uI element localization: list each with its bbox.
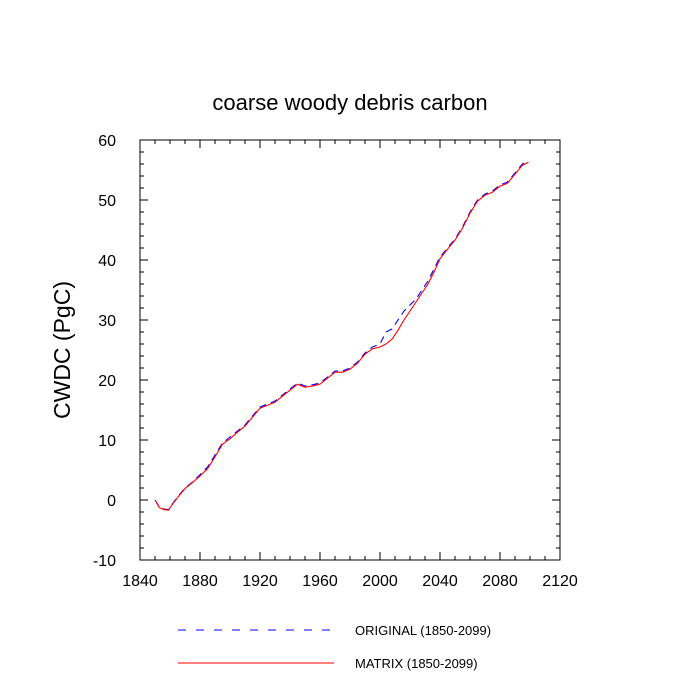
y-tick-label: 30 — [98, 313, 116, 330]
x-tick-label: 2080 — [482, 573, 518, 590]
series-line-matrix-1850-2099 — [154, 161, 529, 511]
series-line-original-1850-2099 — [154, 160, 529, 511]
x-tick-label: 2000 — [362, 573, 398, 590]
x-tick-label: 1960 — [302, 573, 338, 590]
x-tick-label: 1920 — [242, 573, 278, 590]
y-axis-label: CWDC (PgC) — [49, 281, 75, 419]
y-tick-label: 20 — [98, 373, 116, 390]
axis-ticks: 1840 1880 1920 1960 2000 2040 2080 2120-1001020… — [93, 133, 578, 590]
y-tick-label: 50 — [98, 193, 116, 210]
legend: ORIGINAL (1850-2099) MATRIX (1850-2099) — [178, 623, 491, 671]
y-tick-label: -10 — [93, 553, 116, 570]
chart-title: coarse woody debris carbon — [212, 90, 487, 115]
series-group — [154, 160, 529, 511]
y-tick-label: 10 — [98, 433, 116, 450]
y-tick-label: 40 — [98, 253, 116, 270]
x-tick-label: 2120 — [542, 573, 578, 590]
y-tick-label: 60 — [98, 133, 116, 150]
plot-frame — [139, 139, 561, 561]
x-tick-label: 1880 — [182, 573, 218, 590]
legend-label: MATRIX (1850-2099) — [355, 656, 478, 671]
x-tick-label: 1840 — [122, 573, 158, 590]
y-tick-label: 0 — [107, 493, 116, 510]
legend-label: ORIGINAL (1850-2099) — [355, 623, 491, 638]
x-tick-label: 2040 — [422, 573, 458, 590]
